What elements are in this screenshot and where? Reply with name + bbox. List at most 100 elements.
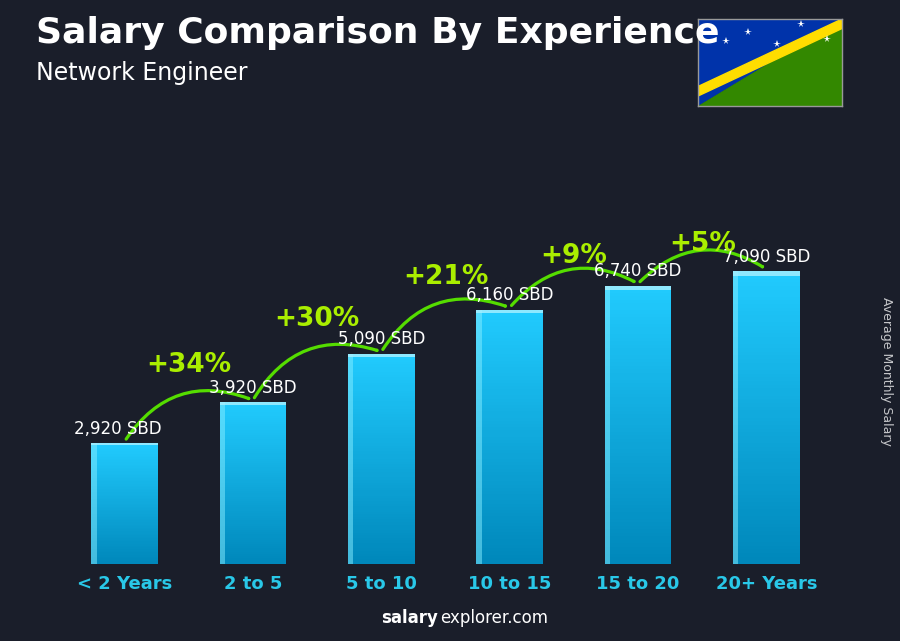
Bar [476, 363, 543, 367]
Bar [348, 504, 415, 506]
Bar [220, 552, 286, 554]
Bar [733, 341, 800, 344]
Bar [348, 425, 415, 428]
Bar [733, 286, 800, 290]
Bar [220, 550, 286, 552]
Bar [91, 519, 158, 520]
Bar [91, 563, 158, 564]
Bar [733, 374, 800, 378]
Bar [91, 510, 158, 512]
Bar [348, 433, 415, 435]
Bar [733, 290, 800, 293]
Bar [348, 388, 415, 390]
Bar [220, 503, 286, 505]
Bar [733, 447, 800, 451]
Bar [476, 446, 543, 449]
Bar [348, 530, 415, 533]
Bar [348, 483, 415, 485]
Bar [605, 470, 671, 474]
Bar [605, 547, 671, 550]
Bar [91, 547, 158, 549]
Bar [91, 551, 158, 552]
Bar [348, 419, 415, 422]
Bar [220, 538, 286, 540]
Bar [348, 417, 415, 419]
Bar [348, 464, 415, 467]
Bar [605, 557, 671, 561]
Text: 3,920 SBD: 3,920 SBD [209, 379, 297, 397]
Bar [733, 271, 800, 276]
Bar [91, 503, 158, 504]
Bar [605, 449, 671, 453]
Bar [733, 329, 800, 333]
Bar [220, 449, 286, 451]
Bar [220, 501, 286, 503]
Bar [733, 278, 800, 282]
Bar [605, 365, 671, 369]
Bar [348, 480, 415, 483]
Bar [476, 345, 543, 348]
Bar [476, 545, 543, 548]
Bar [476, 469, 543, 472]
Bar [220, 459, 286, 461]
Bar [733, 483, 800, 487]
Bar [220, 562, 286, 564]
Bar [348, 519, 415, 522]
Bar [605, 522, 671, 526]
Bar [348, 490, 415, 493]
Bar [348, 538, 415, 540]
Bar [476, 459, 543, 462]
Bar [348, 380, 415, 383]
Bar [348, 409, 415, 412]
Bar [348, 488, 415, 490]
Bar [91, 546, 158, 547]
Bar [220, 410, 286, 412]
Text: Salary Comparison By Experience: Salary Comparison By Experience [36, 16, 719, 50]
Bar [733, 494, 800, 498]
Bar [348, 364, 415, 367]
Bar [91, 444, 96, 564]
Bar [220, 473, 286, 475]
Bar [220, 461, 286, 463]
Bar [733, 502, 800, 506]
Bar [220, 431, 286, 433]
Bar [733, 293, 800, 297]
Bar [605, 463, 671, 467]
Text: 7,090 SBD: 7,090 SBD [723, 248, 810, 266]
Bar [220, 443, 286, 445]
Bar [348, 430, 415, 433]
Text: Average Monthly Salary: Average Monthly Salary [880, 297, 893, 446]
Bar [348, 449, 415, 451]
Bar [91, 537, 158, 538]
Bar [733, 542, 800, 545]
Bar [733, 326, 800, 329]
Bar [91, 499, 158, 501]
Bar [348, 356, 415, 359]
Polygon shape [698, 19, 842, 106]
Bar [733, 308, 800, 312]
Bar [605, 491, 671, 494]
Bar [605, 310, 671, 313]
Bar [91, 483, 158, 484]
Bar [348, 354, 415, 357]
Text: +30%: +30% [274, 306, 360, 332]
Bar [348, 385, 415, 388]
Bar [220, 465, 286, 467]
Bar [733, 454, 800, 458]
Bar [476, 348, 543, 351]
Bar [733, 403, 800, 406]
Bar [91, 535, 158, 537]
Bar [220, 419, 286, 420]
Bar [605, 456, 671, 460]
Bar [476, 329, 543, 332]
Bar [605, 501, 671, 505]
Bar [476, 510, 543, 513]
Bar [220, 404, 286, 406]
Bar [733, 410, 800, 414]
Bar [348, 535, 415, 538]
Bar [348, 406, 415, 409]
Bar [220, 414, 286, 416]
Bar [733, 476, 800, 480]
Bar [605, 306, 671, 310]
Bar [605, 345, 671, 348]
